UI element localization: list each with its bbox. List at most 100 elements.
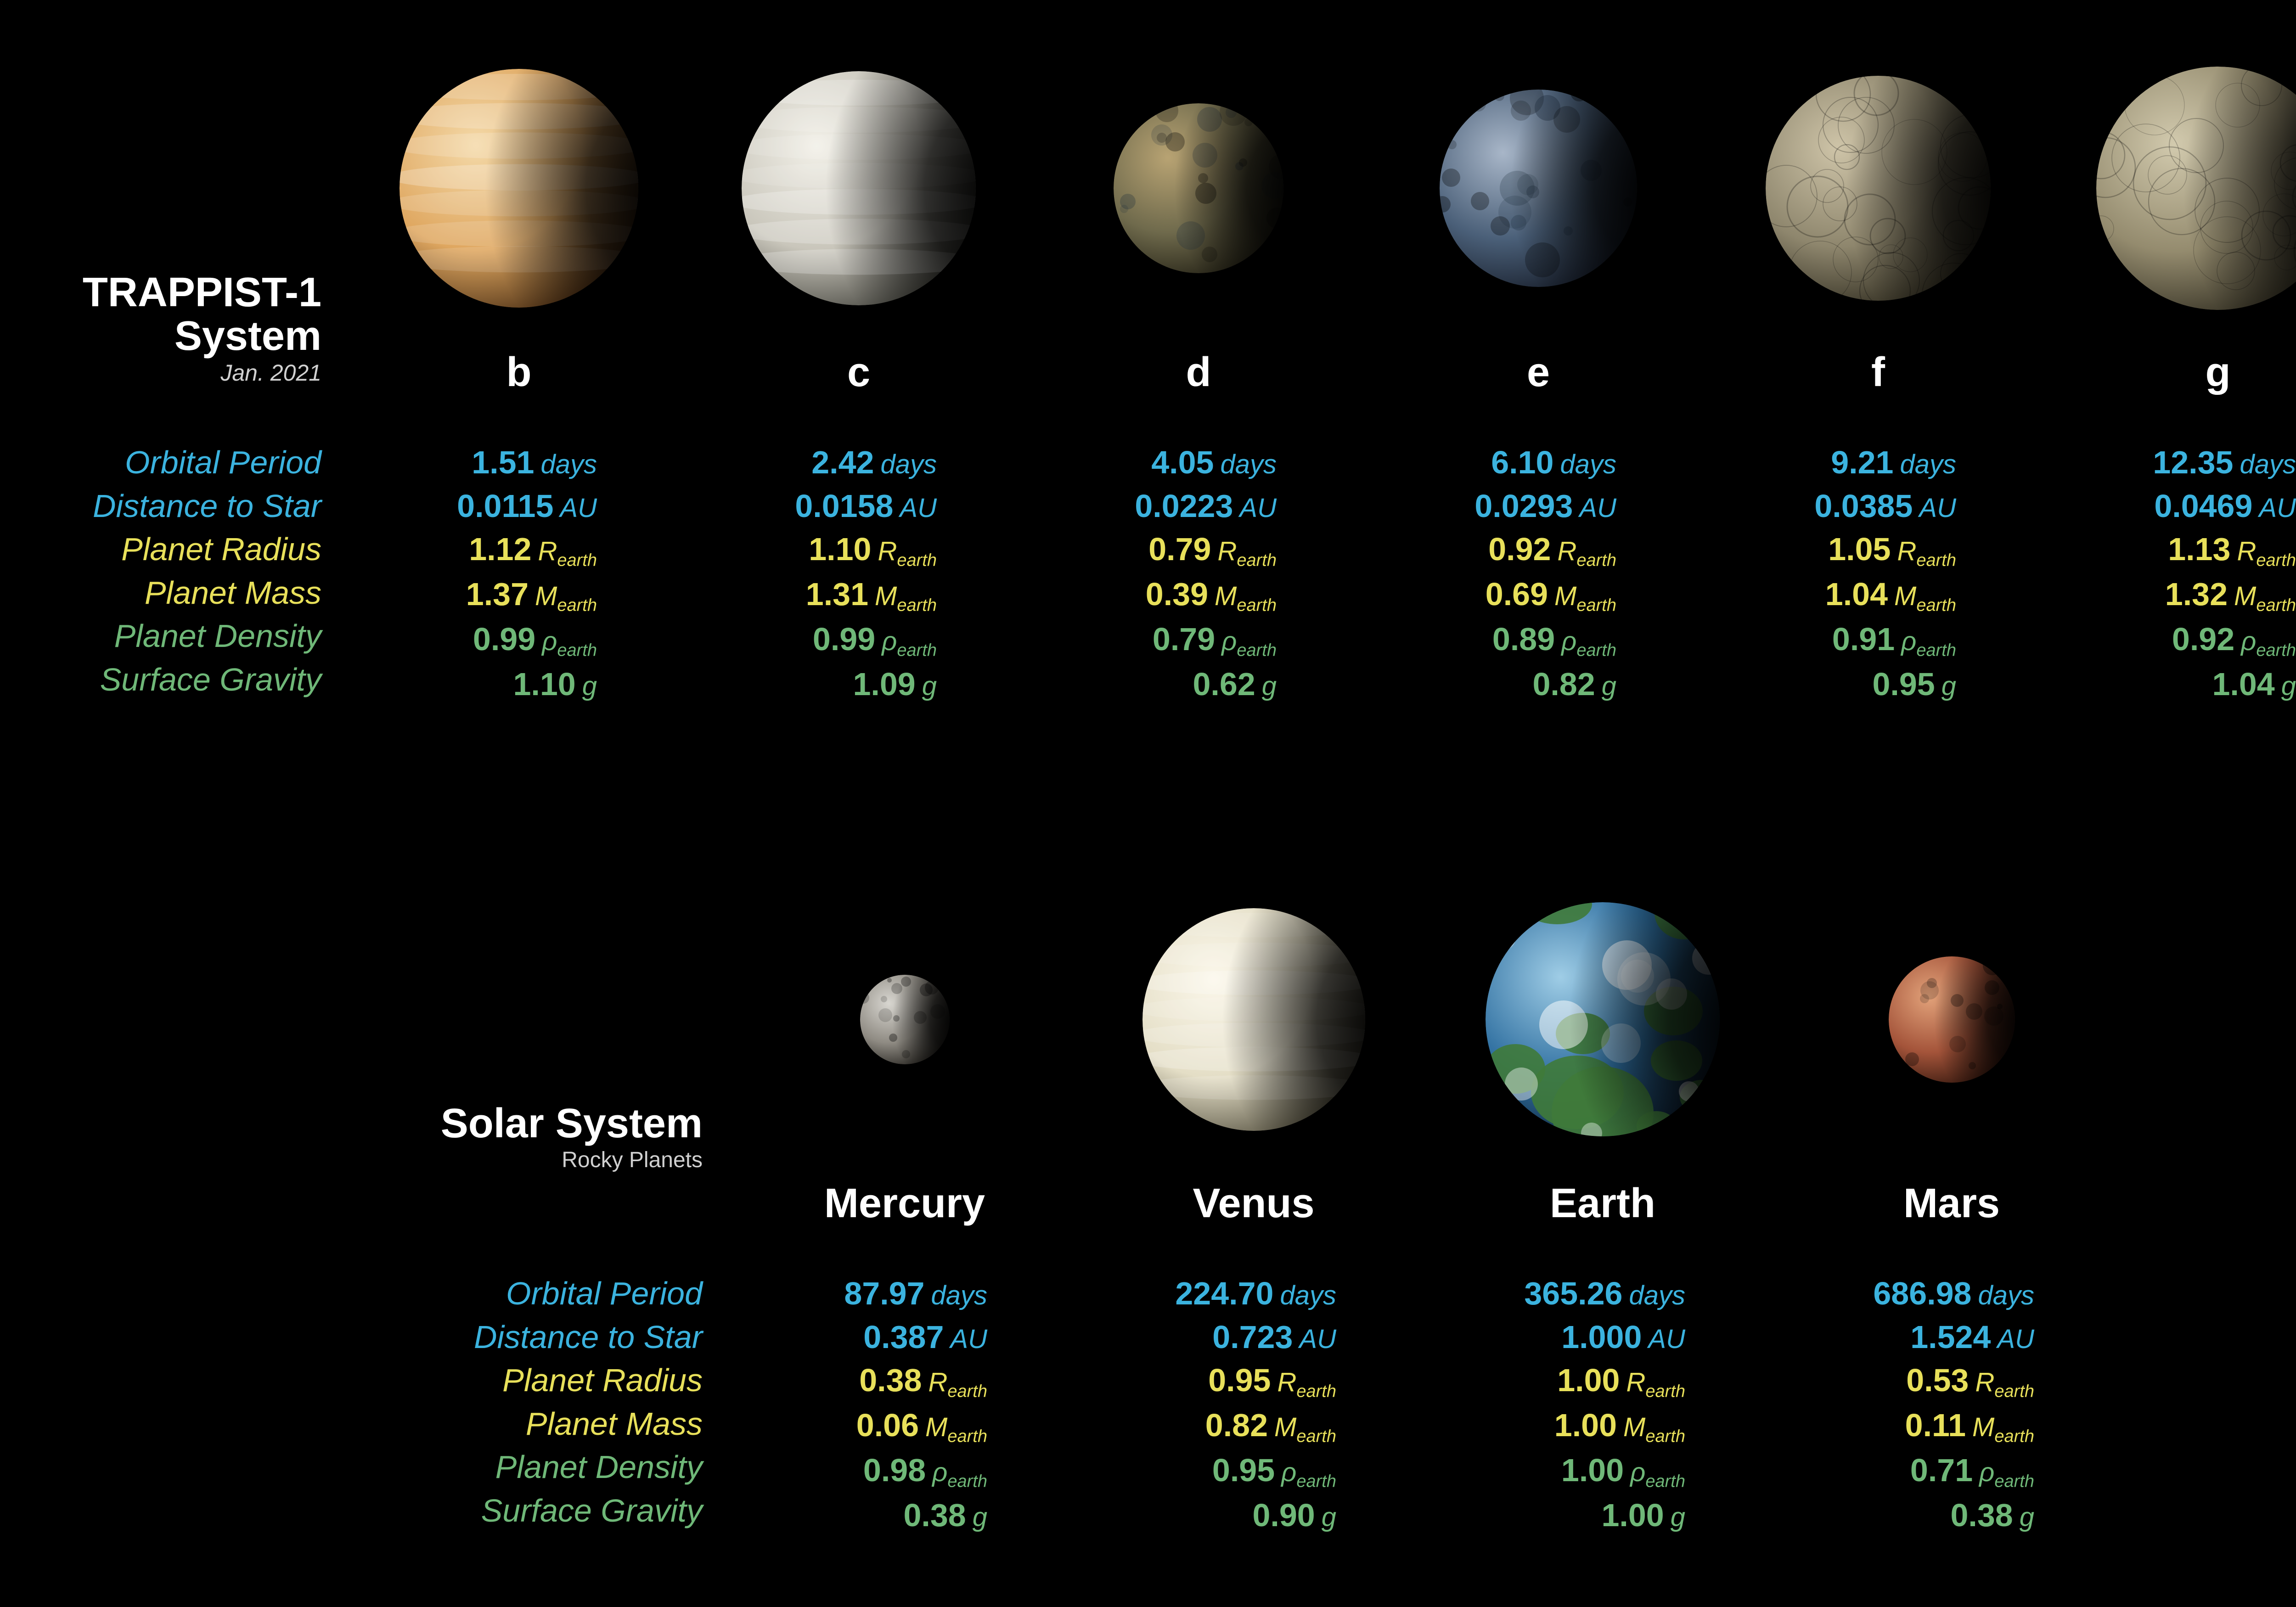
stat-col-b: 1.51 days 0.0115 AU 1.12 Rearth 1.37 Mea… bbox=[349, 441, 689, 706]
param-label: Planet Density bbox=[321, 1445, 703, 1489]
param-labels: Orbital PeriodDistance to StarPlanet Rad… bbox=[0, 441, 321, 701]
stat-unit: days bbox=[1629, 1278, 1685, 1314]
stat-unit: AU bbox=[1299, 1321, 1336, 1357]
planet-name: c bbox=[847, 349, 870, 396]
stat-value: 1.13 bbox=[2168, 528, 2230, 571]
planet-name: f bbox=[1871, 349, 1885, 396]
planet-illustration bbox=[1486, 872, 1720, 1166]
stat-value: 0.92 bbox=[2172, 618, 2234, 661]
param-label: Planet Radius bbox=[0, 528, 321, 571]
stat-unit: Rearth bbox=[2237, 534, 2296, 573]
stat-planet mass: 1.04 Mearth bbox=[1708, 573, 2048, 618]
planet-name: Mercury bbox=[824, 1180, 985, 1227]
stat-distance to star: 0.0223 AU bbox=[1029, 484, 1368, 528]
stat-unit: AU bbox=[2259, 490, 2296, 526]
stat-value: 0.38 bbox=[903, 1494, 966, 1537]
stat-unit: Rearth bbox=[1217, 534, 1277, 573]
stat-value: 0.82 bbox=[1532, 663, 1595, 706]
planet-illustration bbox=[860, 872, 950, 1166]
planet-name: Earth bbox=[1550, 1180, 1655, 1227]
stat-unit: AU bbox=[1239, 490, 1277, 526]
stat-unit: ρearth bbox=[1901, 624, 1956, 663]
stat-surface gravity: 0.90 g bbox=[1079, 1494, 1428, 1537]
stat-value: 4.05 bbox=[1151, 441, 1214, 484]
planet-col-f: f bbox=[1708, 41, 2048, 396]
param-label: Distance to Star bbox=[0, 484, 321, 528]
system-title-area: Solar System Rocky Planets bbox=[321, 1102, 703, 1173]
planet-name: b bbox=[506, 349, 532, 396]
stat-planet radius: 1.05 Rearth bbox=[1708, 528, 2048, 573]
stat-value: 12.35 bbox=[2153, 441, 2233, 484]
stat-unit: g bbox=[1322, 1500, 1336, 1535]
stat-value: 0.95 bbox=[1872, 663, 1935, 706]
stat-unit: AU bbox=[1997, 1321, 2034, 1357]
planet-col-venus: Venus bbox=[1079, 872, 1428, 1227]
stat-value: 1.00 bbox=[1554, 1404, 1617, 1447]
planet-illustration bbox=[742, 41, 976, 335]
stat-value: 0.38 bbox=[859, 1359, 922, 1402]
stat-unit: Mearth bbox=[1274, 1410, 1336, 1449]
stat-unit: AU bbox=[1919, 490, 1956, 526]
stat-planet mass: 0.69 Mearth bbox=[1368, 573, 1708, 618]
param-label: Planet Mass bbox=[0, 571, 321, 615]
stat-col-venus: 224.70 days 0.723 AU 0.95 Rearth 0.82 Me… bbox=[1079, 1272, 1428, 1537]
stat-value: 0.99 bbox=[473, 618, 535, 661]
stat-value: 1.05 bbox=[1828, 528, 1891, 571]
stat-value: 0.62 bbox=[1193, 663, 1255, 706]
stat-unit: ρearth bbox=[1979, 1455, 2034, 1494]
stat-distance to star: 0.0158 AU bbox=[689, 484, 1029, 528]
stats-grid: 1.51 days 0.0115 AU 1.12 Rearth 1.37 Mea… bbox=[349, 441, 2296, 706]
stat-orbital period: 2.42 days bbox=[689, 441, 1029, 484]
planet-illustration bbox=[1114, 41, 1283, 335]
stat-unit: Mearth bbox=[1554, 579, 1616, 618]
stat-unit: days bbox=[1280, 1278, 1336, 1314]
param-label: Orbital Period bbox=[0, 441, 321, 484]
stat-value: 0.95 bbox=[1212, 1449, 1275, 1492]
param-label: Distance to Star bbox=[321, 1315, 703, 1359]
stat-value: 1.524 bbox=[1910, 1315, 1991, 1359]
stat-distance to star: 1.524 AU bbox=[1777, 1315, 2126, 1359]
stat-value: 87.97 bbox=[844, 1272, 924, 1315]
stat-value: 0.0223 bbox=[1135, 484, 1233, 528]
stat-planet radius: 1.13 Rearth bbox=[2048, 528, 2296, 573]
stat-unit: g bbox=[582, 669, 597, 704]
stat-value: 0.90 bbox=[1252, 1494, 1315, 1537]
planet-illustration bbox=[1142, 872, 1365, 1166]
stat-value: 0.99 bbox=[813, 618, 875, 661]
stat-value: 1.10 bbox=[809, 528, 871, 571]
stat-unit: Mearth bbox=[925, 1410, 987, 1449]
stat-surface gravity: 1.00 g bbox=[1428, 1494, 1777, 1537]
stat-col-mercury: 87.97 days 0.387 AU 0.38 Rearth 0.06 Mea… bbox=[730, 1272, 1079, 1537]
stat-orbital period: 1.51 days bbox=[349, 441, 689, 484]
stat-value: 0.0158 bbox=[795, 484, 893, 528]
stat-unit: AU bbox=[1579, 490, 1616, 526]
param-label: Surface Gravity bbox=[321, 1489, 703, 1533]
stat-orbital period: 6.10 days bbox=[1368, 441, 1708, 484]
stat-orbital period: 9.21 days bbox=[1708, 441, 2048, 484]
stat-unit: Mearth bbox=[875, 579, 937, 618]
stat-value: 9.21 bbox=[1831, 441, 1893, 484]
stat-unit: days bbox=[880, 447, 937, 483]
stat-unit: days bbox=[1560, 447, 1616, 483]
stat-unit: days bbox=[1978, 1278, 2034, 1314]
stat-unit: Rearth bbox=[928, 1365, 987, 1404]
stat-col-d: 4.05 days 0.0223 AU 0.79 Rearth 0.39 Mea… bbox=[1029, 441, 1368, 706]
planet-row: Mercury Venus bbox=[730, 872, 2126, 1227]
stat-unit: Mearth bbox=[2234, 579, 2296, 618]
stat-planet radius: 1.10 Rearth bbox=[689, 528, 1029, 573]
stat-planet mass: 1.31 Mearth bbox=[689, 573, 1029, 618]
stat-value: 0.95 bbox=[1208, 1359, 1271, 1402]
stat-unit: ρearth bbox=[1561, 624, 1616, 663]
planet-col-mercury: Mercury bbox=[730, 872, 1079, 1227]
stat-value: 1.04 bbox=[2212, 663, 2274, 706]
planet-illustration bbox=[2096, 41, 2296, 335]
stat-value: 1.32 bbox=[2165, 573, 2228, 616]
stat-orbital period: 365.26 days bbox=[1428, 1272, 1777, 1315]
planet-col-mars: Mars bbox=[1777, 872, 2126, 1227]
stat-surface gravity: 1.10 g bbox=[349, 663, 689, 706]
planet-col-d: d bbox=[1029, 41, 1368, 396]
stat-value: 1.12 bbox=[469, 528, 531, 571]
stat-unit: days bbox=[540, 447, 597, 483]
stat-value: 1.10 bbox=[513, 663, 575, 706]
stat-col-mars: 686.98 days 1.524 AU 0.53 Rearth 0.11 Me… bbox=[1777, 1272, 2126, 1537]
